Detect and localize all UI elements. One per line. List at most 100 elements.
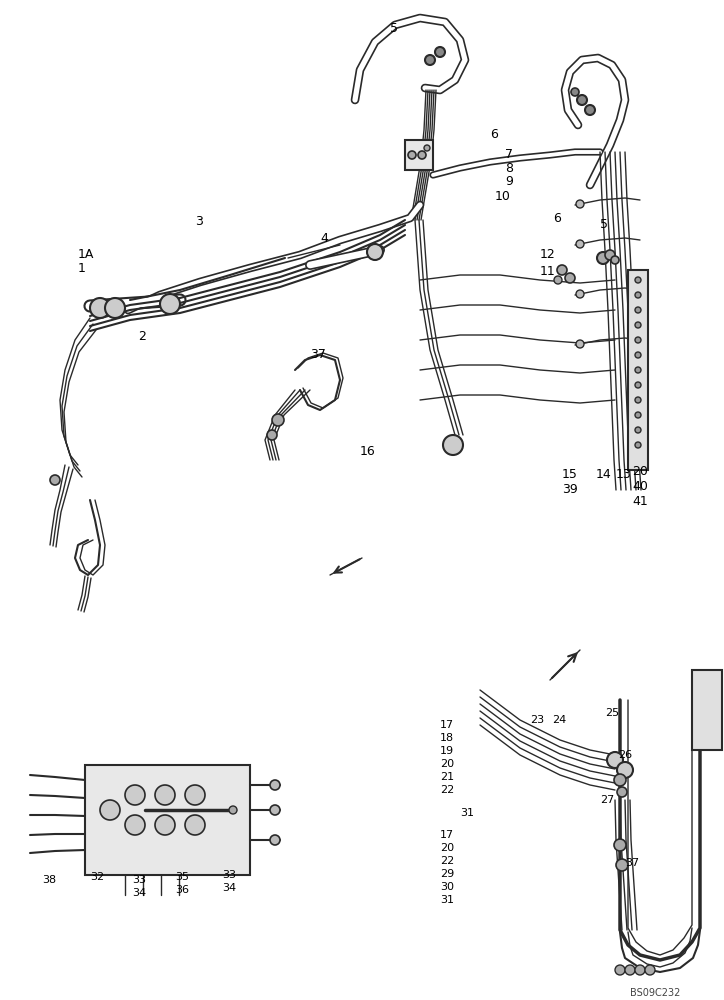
Text: 10: 10 <box>495 190 511 203</box>
Circle shape <box>160 294 180 314</box>
Circle shape <box>635 337 641 343</box>
Text: 20: 20 <box>632 465 648 478</box>
Text: 41: 41 <box>632 495 648 508</box>
Circle shape <box>100 800 120 820</box>
Text: 14: 14 <box>596 468 612 481</box>
Text: 33: 33 <box>132 875 146 885</box>
Circle shape <box>577 95 587 105</box>
Circle shape <box>576 340 584 348</box>
Text: 15: 15 <box>562 468 578 481</box>
Circle shape <box>617 762 633 778</box>
Text: 18: 18 <box>440 733 454 743</box>
Circle shape <box>185 785 205 805</box>
Circle shape <box>272 414 284 426</box>
Circle shape <box>576 200 584 208</box>
Text: 22: 22 <box>440 856 454 866</box>
Text: 39: 39 <box>562 483 578 496</box>
Circle shape <box>607 752 623 768</box>
Text: 5: 5 <box>390 22 398 35</box>
Circle shape <box>635 965 645 975</box>
Circle shape <box>614 839 626 851</box>
Circle shape <box>616 859 628 871</box>
Text: 37: 37 <box>310 348 326 361</box>
FancyBboxPatch shape <box>85 765 250 875</box>
Circle shape <box>614 774 626 786</box>
Text: 31: 31 <box>460 808 474 818</box>
Text: 34: 34 <box>132 888 146 898</box>
Text: 9: 9 <box>505 175 513 188</box>
Text: 16: 16 <box>360 445 376 458</box>
Text: 17: 17 <box>440 830 454 840</box>
Text: 36: 36 <box>175 885 189 895</box>
Text: 12: 12 <box>540 248 556 261</box>
Text: 40: 40 <box>632 480 648 493</box>
Circle shape <box>635 277 641 283</box>
Circle shape <box>576 290 584 298</box>
Circle shape <box>615 965 625 975</box>
Text: 6: 6 <box>553 212 561 225</box>
Text: 27: 27 <box>600 795 614 805</box>
Circle shape <box>424 145 430 151</box>
Circle shape <box>267 430 277 440</box>
Circle shape <box>418 151 426 159</box>
Text: 34: 34 <box>222 883 236 893</box>
Text: 7: 7 <box>505 148 513 161</box>
Circle shape <box>105 298 125 318</box>
Circle shape <box>635 352 641 358</box>
Circle shape <box>443 435 463 455</box>
Circle shape <box>155 815 175 835</box>
Text: 35: 35 <box>175 872 189 882</box>
Circle shape <box>565 273 575 283</box>
Circle shape <box>645 965 655 975</box>
Bar <box>405 140 433 170</box>
Bar <box>628 270 648 470</box>
Circle shape <box>635 322 641 328</box>
Text: 1: 1 <box>78 262 86 275</box>
Text: 24: 24 <box>552 715 566 725</box>
Circle shape <box>155 785 175 805</box>
Text: 11: 11 <box>540 265 556 278</box>
Circle shape <box>585 105 595 115</box>
Text: 8: 8 <box>505 162 513 175</box>
Text: 20: 20 <box>440 843 454 853</box>
Circle shape <box>635 292 641 298</box>
Text: 25: 25 <box>605 708 619 718</box>
Circle shape <box>270 780 280 790</box>
Circle shape <box>557 265 567 275</box>
Text: 38: 38 <box>42 875 56 885</box>
Circle shape <box>425 55 435 65</box>
Circle shape <box>635 367 641 373</box>
Text: 21: 21 <box>440 772 454 782</box>
Circle shape <box>185 815 205 835</box>
Text: 32: 32 <box>90 872 104 882</box>
Text: 37: 37 <box>625 858 639 868</box>
Text: 4: 4 <box>320 232 328 245</box>
Text: 1A: 1A <box>78 248 94 261</box>
Text: 6: 6 <box>490 128 498 141</box>
Text: 2: 2 <box>138 330 146 343</box>
Circle shape <box>625 965 635 975</box>
Circle shape <box>617 787 627 797</box>
Circle shape <box>50 475 60 485</box>
Text: 19: 19 <box>440 746 454 756</box>
Text: 31: 31 <box>440 895 454 905</box>
Circle shape <box>367 244 383 260</box>
Circle shape <box>635 382 641 388</box>
Circle shape <box>571 88 579 96</box>
Text: 33: 33 <box>222 870 236 880</box>
Circle shape <box>270 835 280 845</box>
Circle shape <box>125 785 145 805</box>
Circle shape <box>635 307 641 313</box>
Circle shape <box>605 250 615 260</box>
Circle shape <box>270 805 280 815</box>
Circle shape <box>125 815 145 835</box>
Text: 22: 22 <box>440 785 454 795</box>
Text: 17: 17 <box>440 720 454 730</box>
Circle shape <box>554 276 562 284</box>
Text: 26: 26 <box>618 750 632 760</box>
Circle shape <box>435 47 445 57</box>
Text: 29: 29 <box>440 869 454 879</box>
Circle shape <box>635 412 641 418</box>
Text: 23: 23 <box>530 715 544 725</box>
Circle shape <box>90 298 110 318</box>
